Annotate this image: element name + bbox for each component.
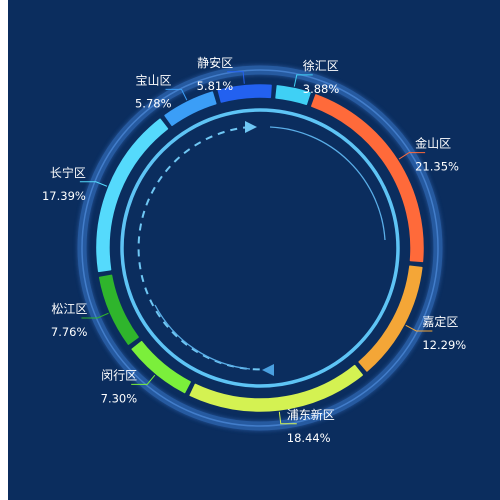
label-line-2	[405, 324, 433, 332]
slice-label-2: 嘉定区	[422, 314, 458, 329]
slice-label-5: 松江区	[51, 302, 87, 316]
arrow-top	[245, 121, 257, 133]
slice-value-8: 5.81%	[197, 79, 234, 93]
slice-value-3: 18.44%	[287, 431, 331, 445]
label-line-4	[131, 374, 156, 385]
ring-segment-8[interactable]	[217, 84, 272, 103]
slice-label-6: 长宁区	[50, 165, 86, 180]
slice-value-7: 5.78%	[135, 96, 172, 110]
label-line-8	[227, 71, 245, 84]
slice-value-4: 7.30%	[101, 391, 138, 405]
slice-value-1: 21.35%	[415, 160, 459, 174]
ring-segment-2[interactable]	[358, 265, 423, 372]
outer-thin-ring	[81, 69, 439, 427]
slice-value-5: 7.76%	[51, 325, 88, 339]
dashed-arc-left	[137, 126, 271, 371]
label-line-3	[278, 411, 297, 425]
slice-label-3: 浦东新区	[287, 407, 335, 422]
slice-value-0: 3.88%	[303, 82, 340, 96]
ring-segment-0[interactable]	[275, 85, 311, 106]
thin-arc-right	[269, 126, 386, 241]
ring-segment-4[interactable]	[131, 340, 191, 394]
ring-segment-1[interactable]	[311, 94, 424, 263]
label-line-7	[165, 88, 188, 101]
slice-label-8: 静安区	[197, 55, 233, 70]
slice-value-2: 12.29%	[422, 338, 466, 352]
ring-segment-7[interactable]	[164, 91, 217, 127]
slice-label-4: 闵行区	[101, 367, 137, 382]
inner-ring	[120, 108, 400, 388]
thin-arc-left	[154, 304, 251, 370]
label-line-5	[81, 312, 109, 319]
arrow-bottom	[262, 364, 274, 376]
ring-segment-3[interactable]	[189, 364, 363, 412]
ring-segment-5[interactable]	[98, 274, 139, 345]
slice-label-1: 金山区	[415, 136, 451, 151]
label-line-1	[398, 152, 426, 160]
label-line-6	[79, 181, 108, 187]
label-line-0	[293, 74, 313, 87]
slice-label-0: 徐汇区	[303, 58, 339, 73]
slice-value-6: 17.39%	[42, 189, 86, 203]
ring-segment-6[interactable]	[96, 118, 169, 273]
slice-label-7: 宝山区	[136, 73, 172, 87]
